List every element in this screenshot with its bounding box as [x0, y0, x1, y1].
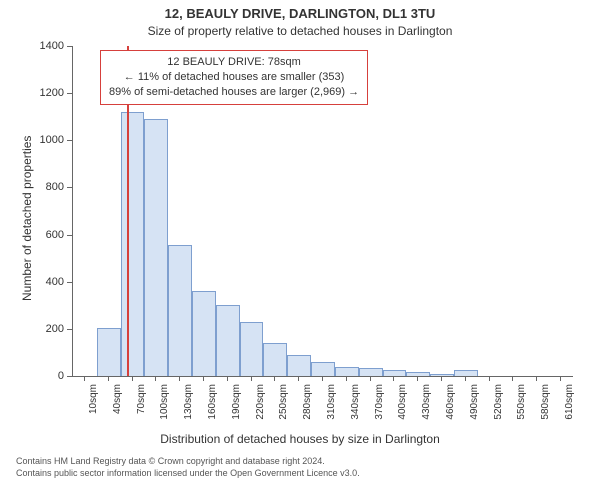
histogram-bar [192, 291, 216, 376]
y-tick-mark [67, 329, 72, 330]
x-tick-mark [203, 376, 204, 381]
y-tick-label: 1000 [32, 134, 64, 146]
histogram-bar [216, 305, 240, 376]
y-tick-mark [67, 187, 72, 188]
histogram-bar [311, 362, 335, 376]
x-tick-label: 490sqm [469, 384, 480, 420]
x-tick-mark [227, 376, 228, 381]
x-tick-mark [417, 376, 418, 381]
x-axis-label: Distribution of detached houses by size … [0, 432, 600, 446]
x-tick-label: 310sqm [326, 384, 337, 420]
x-tick-mark [346, 376, 347, 381]
histogram-bar [263, 343, 287, 376]
x-tick-mark [393, 376, 394, 381]
y-tick-mark [67, 376, 72, 377]
histogram-bar [335, 367, 359, 376]
x-tick-mark [370, 376, 371, 381]
page-title: 12, BEAULY DRIVE, DARLINGTON, DL1 3TU [0, 6, 600, 21]
x-tick-label: 580sqm [540, 384, 551, 420]
y-tick-label: 1400 [32, 40, 64, 52]
figure: 12, BEAULY DRIVE, DARLINGTON, DL1 3TU Si… [0, 0, 600, 500]
x-tick-label: 610sqm [564, 384, 575, 420]
footer-line-1: Contains HM Land Registry data © Crown c… [16, 456, 360, 468]
page-subtitle: Size of property relative to detached ho… [0, 24, 600, 38]
histogram-bar [121, 112, 145, 376]
x-tick-mark [179, 376, 180, 381]
footer-line-2: Contains public sector information licen… [16, 468, 360, 480]
annotation-line: 89% of semi-detached houses are larger (… [109, 85, 359, 100]
x-tick-label: 250sqm [278, 384, 289, 420]
y-tick-label: 800 [32, 181, 64, 193]
histogram-bar [168, 245, 192, 376]
x-tick-label: 130sqm [183, 384, 194, 420]
histogram-bar [287, 355, 311, 376]
x-tick-mark [84, 376, 85, 381]
x-tick-label: 10sqm [88, 384, 99, 414]
x-tick-label: 220sqm [255, 384, 266, 420]
y-tick-mark [67, 140, 72, 141]
x-tick-mark [560, 376, 561, 381]
y-tick-mark [67, 93, 72, 94]
y-tick-label: 200 [32, 323, 64, 335]
y-tick-mark [67, 46, 72, 47]
x-tick-mark [298, 376, 299, 381]
x-tick-mark [441, 376, 442, 381]
x-tick-mark [274, 376, 275, 381]
x-tick-label: 40sqm [112, 384, 123, 414]
x-tick-label: 370sqm [374, 384, 385, 420]
histogram-bar [240, 322, 264, 376]
x-tick-mark [489, 376, 490, 381]
y-tick-label: 600 [32, 229, 64, 241]
y-tick-label: 400 [32, 276, 64, 288]
x-tick-label: 100sqm [159, 384, 170, 420]
x-tick-label: 70sqm [136, 384, 147, 414]
x-tick-mark [132, 376, 133, 381]
histogram-bar [144, 119, 168, 376]
annotation-line: ← 11% of detached houses are smaller (35… [109, 70, 359, 85]
x-tick-mark [322, 376, 323, 381]
y-tick-mark [67, 282, 72, 283]
x-tick-label: 280sqm [302, 384, 313, 420]
x-tick-label: 460sqm [445, 384, 456, 420]
x-tick-mark [465, 376, 466, 381]
x-tick-label: 550sqm [516, 384, 527, 420]
histogram-bar [97, 328, 121, 376]
x-tick-mark [155, 376, 156, 381]
annotation-line: 12 BEAULY DRIVE: 78sqm [109, 55, 359, 70]
x-tick-mark [536, 376, 537, 381]
x-tick-label: 160sqm [207, 384, 218, 420]
annotation-box: 12 BEAULY DRIVE: 78sqm← 11% of detached … [100, 50, 368, 105]
footer-attribution: Contains HM Land Registry data © Crown c… [16, 456, 360, 479]
x-tick-label: 400sqm [397, 384, 408, 420]
histogram-bar [359, 368, 383, 376]
y-tick-label: 0 [32, 370, 64, 382]
x-tick-label: 430sqm [421, 384, 432, 420]
x-tick-mark [512, 376, 513, 381]
x-tick-label: 340sqm [350, 384, 361, 420]
x-tick-mark [108, 376, 109, 381]
x-tick-label: 520sqm [493, 384, 504, 420]
x-tick-label: 190sqm [231, 384, 242, 420]
x-tick-mark [251, 376, 252, 381]
y-tick-mark [67, 235, 72, 236]
y-tick-label: 1200 [32, 87, 64, 99]
